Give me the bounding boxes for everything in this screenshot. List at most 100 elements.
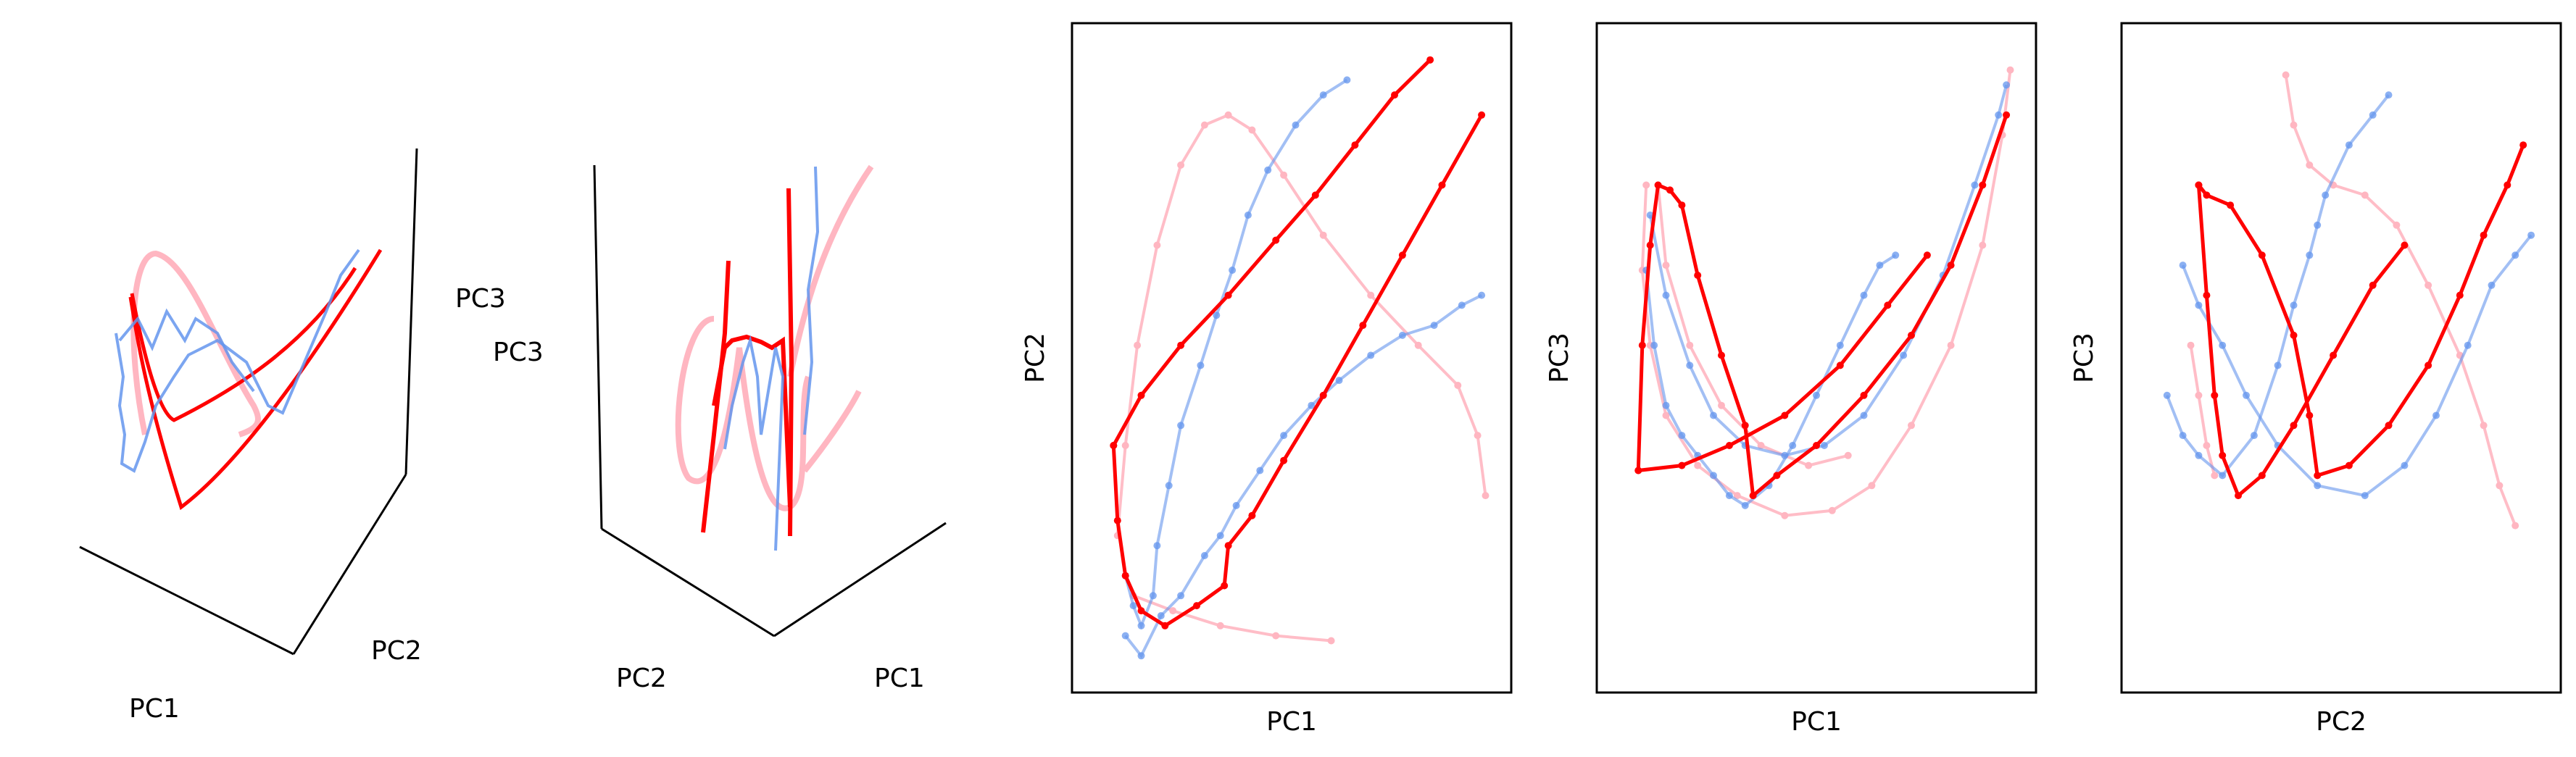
data-point-blue [2527,231,2535,239]
panel-pc1-pc2-xlabel: PC1 [1266,707,1317,737]
data-point-pink [2187,341,2195,349]
panel-3d-2-axis-pc2 [601,527,775,637]
data-point-red [1113,516,1121,524]
data-point-blue [1197,361,1205,369]
data-point-red [2401,241,2409,249]
data-point-blue [1892,251,1900,259]
data-point-red [1280,456,1288,464]
data-point-blue [1121,632,1129,640]
data-point-blue [1900,351,1908,359]
data-point-red [2456,291,2464,299]
data-point-blue [1662,291,1670,299]
data-point-red [1947,262,1955,269]
data-point-pink [1134,341,1142,349]
data-point-red [1426,56,1434,64]
data-point-pink [1828,506,1836,514]
data-point-red [1638,341,1646,349]
data-point-blue [2314,221,2322,229]
data-point-blue [2163,391,2171,399]
panel-3d-2-trace-pink [675,316,811,511]
series-line-blue [1648,84,2008,457]
data-point-blue [2274,361,2282,369]
panel-3d-2-traces [675,164,874,551]
data-point-red [1398,251,1406,259]
panel-3d-2-pc2-label: PC2 [616,664,667,693]
panel-pc1-pc3-series [1634,66,2014,519]
panel-pc1-pc2-series [1110,56,1489,660]
data-point-pink [1642,181,1650,189]
panel-3d-2: PC1 PC2 PC3 [493,164,947,693]
data-point-pink [2393,221,2401,229]
series-line-red [2196,185,2406,499]
data-point-red [1110,442,1118,449]
data-point-blue [2195,301,2203,309]
series-line-pink [2189,345,2216,476]
data-point-blue [1741,501,1749,509]
panel-3d-1: PC1 PC2 PC3 [79,148,506,724]
data-point-red [1311,191,1319,199]
data-point-blue [1319,91,1327,99]
data-point-pink [2511,522,2519,530]
data-point-pink [1718,401,1725,409]
panel-3d-2-trace-blue-b [803,166,820,435]
panel-3d-2-trace-red-b [712,334,792,508]
panel-pc1-pc2: PC1 PC2 [1021,22,1513,737]
data-point-red [2480,231,2488,239]
data-point-blue [1430,322,1438,330]
panel-3d-1-pc1-label: PC1 [129,694,180,724]
panel-pc1-pc2-frame [1071,22,1513,694]
data-point-blue [1678,432,1686,440]
data-point-red [1137,607,1145,615]
data-point-blue [1710,411,1717,419]
data-point-red [1351,141,1359,149]
data-point-blue [2385,91,2393,99]
data-point-blue [1971,181,1979,189]
panel-3d-2-trace-red-c [786,188,794,537]
data-point-pink [1327,637,1335,645]
data-point-red [1908,331,1915,339]
data-point-blue [2243,391,2250,399]
data-point-red [2235,492,2242,500]
data-point-pink [1733,492,1741,500]
data-point-pink [2425,281,2432,289]
panel-3d-2-axis-pc3 [593,164,603,530]
data-point-blue [1280,432,1288,440]
data-point-red [1836,361,1844,369]
data-point-red [1319,391,1327,399]
data-point-blue [1292,121,1300,129]
data-point-blue [2369,111,2377,119]
data-point-blue [2179,432,2187,440]
data-point-blue [1137,622,1145,630]
data-point-pink [1121,442,1129,449]
data-point-red [1272,236,1280,244]
data-point-red [1121,572,1129,580]
panel-3d-1-trace-blue-b [118,308,255,393]
data-point-red [1224,542,1232,550]
data-point-red [2519,141,2527,149]
data-point-pink [1224,111,1232,119]
data-point-blue [1478,291,1486,299]
data-point-red [2504,181,2511,189]
panel-3d-1-trace-red-a [128,248,383,511]
data-point-red [1781,411,1789,419]
panel-3d-2-axis-pc1 [773,522,947,637]
data-point-red [1773,472,1781,480]
data-point-red [1391,91,1398,99]
data-point-blue [2314,482,2322,490]
data-point-blue [2290,301,2298,309]
data-point-blue [1725,492,1733,500]
data-point-blue [1781,451,1789,459]
data-point-red [1161,622,1169,630]
data-point-pink [1280,171,1288,179]
panel-pc1-pc3-xlabel: PC1 [1791,707,1842,737]
data-point-red [1248,511,1256,519]
data-point-blue [1157,612,1165,619]
data-point-pink [1947,341,1955,349]
data-point-blue [1232,501,1240,509]
data-point-blue [1836,341,1844,349]
data-point-pink [1200,121,1208,129]
data-point-pink [1169,607,1177,615]
data-point-red [2211,391,2219,399]
data-point-red [1221,582,1229,590]
panel-pc1-pc2-ylabel: PC2 [1021,333,1050,383]
